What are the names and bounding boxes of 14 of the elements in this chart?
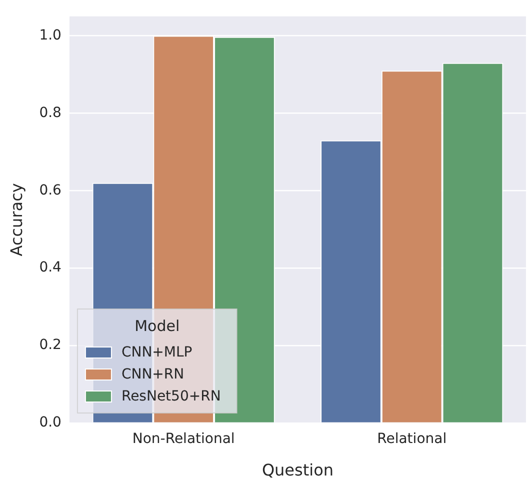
y-tick-label: 0.8	[39, 104, 62, 121]
x-axis-title: Question	[262, 460, 334, 480]
y-tick-label: 0.4	[39, 260, 62, 276]
y-axis-title: Accuracy	[6, 183, 26, 256]
y-tick-label: 0.6	[39, 182, 62, 198]
y-tick-label: 0.2	[39, 337, 62, 354]
legend-title: Model	[134, 316, 180, 335]
y-tick-label: 1.0	[39, 27, 62, 44]
y-tick-label: 0.0	[39, 414, 62, 431]
x-tick-label: Non-Relational	[132, 431, 235, 448]
x-tick-label: Relational	[377, 431, 447, 448]
legend-label: CNN+MLP	[121, 344, 192, 361]
legend-label: CNN+RN	[121, 366, 184, 383]
legend-label: ResNet50+RN	[121, 388, 221, 405]
